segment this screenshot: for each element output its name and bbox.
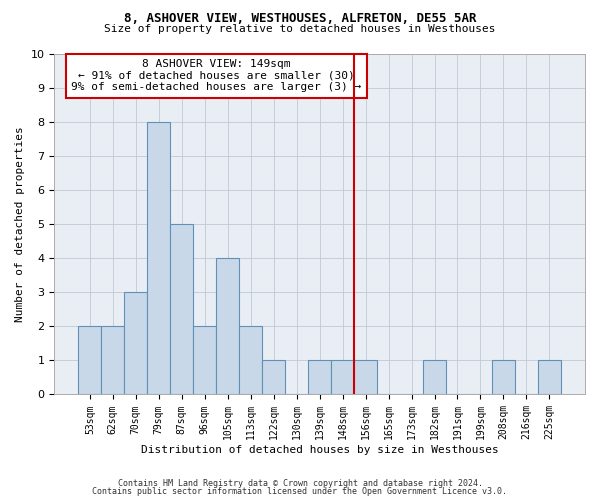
Bar	[262, 360, 285, 394]
Bar	[423, 360, 446, 394]
Y-axis label: Number of detached properties: Number of detached properties	[15, 126, 25, 322]
Bar	[354, 360, 377, 394]
Bar	[79, 326, 101, 394]
Bar	[331, 360, 354, 394]
Text: 8, ASHOVER VIEW, WESTHOUSES, ALFRETON, DE55 5AR: 8, ASHOVER VIEW, WESTHOUSES, ALFRETON, D…	[124, 12, 476, 26]
Bar	[308, 360, 331, 394]
Bar	[239, 326, 262, 394]
Bar	[216, 258, 239, 394]
Text: Contains public sector information licensed under the Open Government Licence v3: Contains public sector information licen…	[92, 487, 508, 496]
Bar	[170, 224, 193, 394]
Bar	[101, 326, 124, 394]
Bar	[538, 360, 561, 394]
Bar	[193, 326, 216, 394]
Bar	[124, 292, 148, 394]
Text: Size of property relative to detached houses in Westhouses: Size of property relative to detached ho…	[104, 24, 496, 34]
Text: Contains HM Land Registry data © Crown copyright and database right 2024.: Contains HM Land Registry data © Crown c…	[118, 478, 482, 488]
X-axis label: Distribution of detached houses by size in Westhouses: Distribution of detached houses by size …	[141, 445, 499, 455]
Bar	[492, 360, 515, 394]
Text: 8 ASHOVER VIEW: 149sqm
← 91% of detached houses are smaller (30)
9% of semi-deta: 8 ASHOVER VIEW: 149sqm ← 91% of detached…	[71, 59, 361, 92]
Bar	[148, 122, 170, 394]
